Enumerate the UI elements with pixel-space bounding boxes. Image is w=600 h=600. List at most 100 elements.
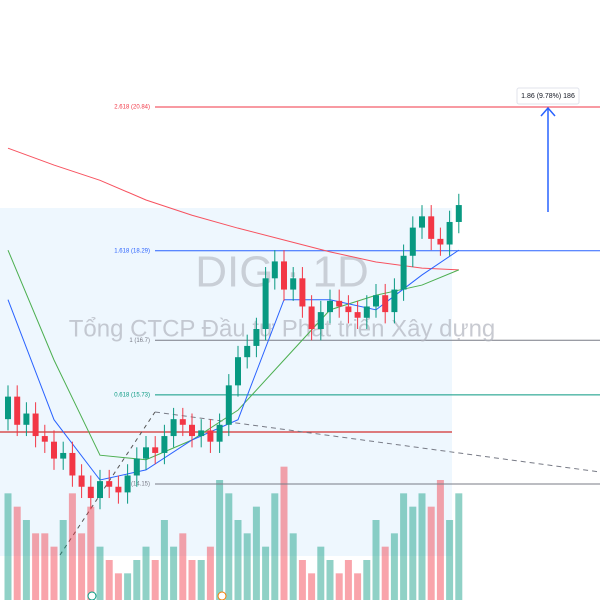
moving-average (7, 249, 459, 461)
annotation: 1.86 (9.78%) 186 (521, 93, 575, 100)
candle-body (382, 295, 389, 313)
candle-body (400, 255, 407, 290)
volume-bar (298, 560, 306, 600)
candle-body (161, 436, 168, 453)
candle-body (198, 430, 205, 437)
range-shade (0, 208, 452, 556)
candle-body (271, 261, 278, 279)
volume-bar (418, 493, 426, 600)
candle-body (87, 486, 94, 499)
ma-layer (7, 147, 460, 481)
volume-bar (216, 480, 224, 600)
candle-body (14, 396, 21, 425)
volume-bar (105, 560, 113, 600)
candle-body (437, 238, 444, 245)
fib-label: 2.618 (20.84) (114, 105, 150, 111)
volume-bar (335, 573, 343, 600)
volume-bar (96, 546, 104, 600)
candle-body (409, 227, 416, 256)
volume-bar (133, 560, 141, 600)
volume-bar (400, 493, 408, 600)
range-box (452, 212, 600, 252)
candle-body (124, 475, 131, 493)
candle-body (253, 329, 260, 346)
volume-bar (114, 573, 122, 600)
watermark-subtitle: Tổng CTCP Đầu tư Phát triển Xây dựng (69, 315, 496, 342)
candle-body (290, 278, 297, 290)
candle-body (41, 436, 48, 442)
volume-bar (308, 573, 316, 600)
candle-body (23, 413, 30, 425)
volume-bar (262, 546, 270, 600)
candle-body (152, 447, 159, 453)
volume-bar (188, 560, 196, 600)
volume-bar (381, 546, 389, 600)
volume-bar (455, 493, 463, 600)
volume-bar (326, 560, 334, 600)
volume-bar (151, 560, 159, 600)
candle-body (308, 306, 315, 330)
volume-bar (197, 560, 205, 600)
volume-bar (363, 560, 371, 600)
candle-body (262, 278, 269, 330)
arrow-head (540, 106, 556, 117)
volume-bar (289, 533, 297, 600)
volume-bar (87, 506, 95, 600)
candle-body (354, 312, 361, 318)
volume-bar (243, 533, 251, 600)
candle-body (51, 441, 57, 459)
volume-bar (4, 493, 12, 600)
volume-bar (170, 546, 178, 600)
volume-bar (271, 493, 279, 600)
volume-bar (354, 573, 362, 600)
volume-bar (160, 520, 168, 600)
candle-body (391, 289, 398, 313)
volume-bar (234, 520, 242, 600)
fib-label: 1 (16.7) (129, 338, 150, 344)
volume-bar (317, 546, 325, 600)
volume-bar (427, 506, 435, 600)
volume-bar (280, 466, 288, 600)
fib-label: 1.618 (18.29) (114, 248, 150, 254)
volume-bar (446, 520, 454, 600)
moving-average (7, 249, 460, 481)
volume-bar (252, 506, 260, 600)
volume-bar (22, 520, 30, 600)
candle-body (133, 458, 140, 476)
candle-body (170, 419, 177, 437)
candle-body (235, 357, 241, 386)
volume-bar (13, 506, 21, 600)
candle-body (345, 306, 352, 313)
candle-body (60, 452, 67, 459)
volume-bar (59, 520, 67, 600)
candle-body (281, 261, 287, 290)
volume-bar (50, 546, 58, 600)
candle-body (207, 430, 214, 442)
candle-body (327, 300, 333, 313)
volume-bar (41, 533, 49, 600)
candle-body (455, 205, 462, 222)
annotation-box (516, 87, 580, 105)
candle-body (363, 306, 370, 318)
candle-body (106, 481, 113, 487)
candle-body (336, 300, 343, 307)
moving-average (7, 147, 459, 271)
volume-bar (436, 480, 444, 600)
volume-bar (372, 520, 380, 600)
volume-bar (409, 506, 417, 600)
fib-label: 0 (14.15) (126, 482, 150, 488)
candle-body (69, 452, 76, 476)
candle-layer (5, 193, 462, 510)
candle-body (299, 278, 306, 307)
candle-body (5, 396, 11, 420)
candle-body (317, 312, 324, 330)
candle-body (373, 295, 379, 307)
volume-bar (206, 546, 214, 600)
candle-body (216, 424, 223, 442)
volume-bar (32, 533, 40, 600)
candle-body (189, 424, 195, 437)
volume-bar (344, 560, 352, 600)
event-marker (217, 591, 227, 600)
volume-layer (4, 466, 463, 600)
